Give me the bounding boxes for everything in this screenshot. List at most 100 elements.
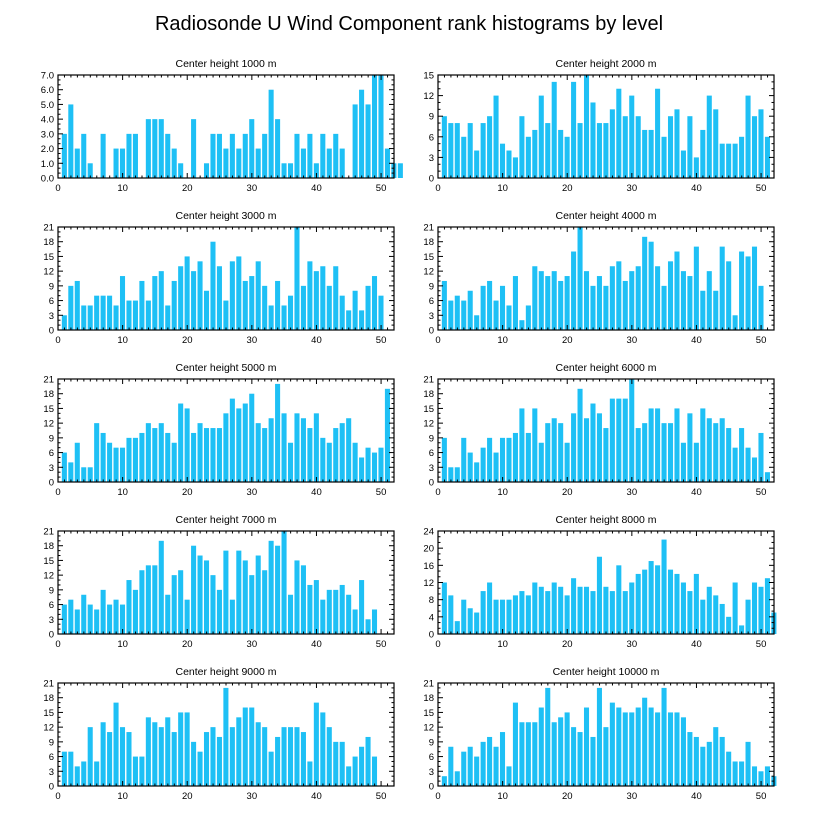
bar [287, 295, 294, 330]
bar [590, 285, 596, 330]
y-tick-label: 9 [429, 737, 434, 748]
bar [119, 727, 126, 786]
bar [165, 432, 171, 482]
bar [713, 109, 719, 178]
y-tick-label: 8 [429, 595, 434, 606]
y-tick-label: 21 [423, 679, 434, 690]
bar [545, 123, 551, 178]
bar [262, 570, 268, 634]
bar [307, 428, 313, 482]
y-tick-label: 20 [423, 544, 434, 555]
bar [158, 423, 164, 482]
bar [622, 116, 628, 178]
bar [667, 423, 674, 482]
bar [87, 467, 93, 482]
bar [352, 442, 358, 482]
bar [583, 586, 590, 634]
bar [700, 129, 706, 178]
bar [448, 595, 454, 635]
bar [693, 246, 699, 330]
bar [203, 163, 210, 178]
bar [467, 746, 473, 786]
bar [126, 580, 132, 634]
bar [577, 586, 583, 634]
bar [739, 428, 745, 482]
x-tick-label: 10 [497, 487, 508, 498]
y-tick-label: 16 [423, 561, 434, 572]
bar [499, 732, 506, 786]
bar [178, 266, 184, 330]
bar [171, 442, 177, 482]
bar [81, 133, 87, 178]
bar [751, 246, 758, 330]
bar [313, 413, 319, 482]
x-tick-label: 40 [691, 639, 702, 650]
bar [551, 271, 557, 330]
bar [229, 599, 235, 634]
x-tick-label: 50 [756, 487, 767, 498]
bar [81, 594, 87, 634]
y-tick-label: 0 [429, 326, 434, 337]
bar [558, 129, 564, 178]
bar [262, 133, 268, 178]
bar [751, 766, 758, 786]
bar [635, 428, 641, 482]
bar [107, 295, 113, 330]
panel-title: Center height 6000 m [556, 362, 657, 374]
bar [700, 599, 706, 634]
bar [287, 594, 294, 634]
bar [474, 462, 480, 482]
bar [333, 428, 339, 482]
bar [732, 143, 738, 178]
y-tick-label: 4 [429, 612, 434, 623]
bar [474, 150, 480, 178]
y-tick-label: 15 [43, 252, 54, 263]
bar [629, 582, 635, 634]
bar [184, 712, 190, 786]
bar [564, 276, 570, 330]
bar [596, 413, 602, 482]
x-tick-label: 50 [756, 183, 767, 194]
bar [680, 442, 686, 482]
x-tick-label: 10 [497, 791, 508, 802]
bar [242, 280, 248, 330]
bar [461, 136, 467, 178]
bar [87, 163, 93, 178]
y-tick-label: 15 [423, 71, 434, 82]
y-tick-label: 15 [43, 556, 54, 567]
bar [132, 300, 138, 330]
x-tick-label: 10 [497, 335, 508, 346]
bar [713, 423, 719, 482]
bar [294, 727, 300, 786]
bar [61, 604, 67, 634]
bar [281, 413, 287, 482]
x-tick-label: 30 [247, 791, 258, 802]
bar [499, 599, 506, 634]
bar [94, 609, 100, 634]
bar [210, 241, 216, 330]
bar [577, 227, 583, 330]
y-tick-label: 0 [49, 478, 54, 489]
bar [223, 550, 229, 634]
bar [132, 589, 138, 634]
bar [493, 746, 499, 786]
bar [313, 271, 319, 330]
panel-title: Center height 1000 m [176, 58, 277, 70]
panel-title: Center height 9000 m [176, 666, 277, 678]
bar [622, 398, 628, 482]
bar [467, 452, 473, 482]
bar [506, 305, 512, 330]
bar [326, 148, 332, 178]
bar [74, 280, 80, 330]
bar [751, 582, 758, 634]
bar [693, 442, 699, 482]
bar [333, 133, 339, 178]
bar [352, 756, 358, 786]
bar [538, 271, 544, 330]
y-tick-label: 0 [429, 630, 434, 641]
x-tick-label: 40 [691, 183, 702, 194]
bar [371, 756, 378, 786]
bar [320, 266, 326, 330]
bar [726, 143, 732, 178]
panel-title: Center height 5000 m [176, 362, 277, 374]
